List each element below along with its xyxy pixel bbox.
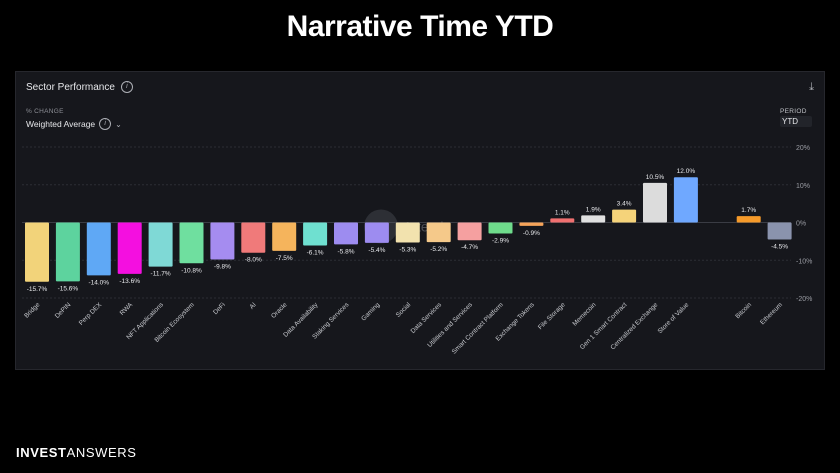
headline: Narrative Time YTD [286, 10, 554, 43]
data-label: 1.7% [741, 207, 756, 214]
x-tick-label: Perp DEX [78, 301, 104, 327]
data-label: -11.7% [151, 271, 171, 278]
data-label: 1.1% [555, 209, 570, 216]
bar [117, 222, 142, 274]
data-label: 1.9% [586, 206, 601, 213]
bar [272, 222, 297, 251]
data-label: -15.7% [27, 286, 48, 293]
x-tick-label: Bitcoin [734, 301, 753, 320]
x-tick-label: Smart Contract Platform [451, 301, 505, 355]
x-tick-label: Data Services [410, 301, 444, 335]
data-label: -4.7% [461, 244, 478, 251]
x-tick-label: DePIN [54, 301, 73, 320]
data-label: 10.5% [646, 174, 665, 181]
info-icon[interactable]: i [99, 118, 112, 130]
bar [550, 218, 575, 223]
brand-part2: ANSWERS [66, 445, 137, 460]
bar [767, 222, 792, 240]
panel-title: Sector Performance i [26, 81, 133, 93]
bar [364, 222, 389, 243]
metric-select[interactable]: Weighted Average i ⌄ [26, 118, 122, 130]
bar [86, 222, 111, 276]
bar [736, 216, 761, 223]
data-label: 3.4% [617, 201, 632, 208]
info-icon[interactable]: i [120, 81, 133, 93]
x-tick-label: AI [248, 301, 257, 310]
data-label: -8.0% [245, 257, 262, 264]
brand-part1: INVEST [16, 445, 67, 460]
data-label: -6.1% [307, 250, 324, 257]
bar [426, 222, 451, 243]
bar [519, 222, 544, 226]
data-label: 12.0% [677, 168, 696, 175]
x-tick-label: Bridge [23, 301, 42, 320]
data-label: -5.4% [368, 247, 385, 254]
bar-chart: 20%10%0%-10%-20%Artemis-15.7%Bridge-15.6… [22, 145, 812, 356]
bar [457, 222, 482, 241]
y-tick-label: -10% [796, 258, 812, 265]
data-label: -5.2% [430, 246, 447, 253]
x-tick-label: Social [395, 301, 413, 319]
sector-performance-panel: Sector Performance i ⤓ % CHANGE Weighted… [15, 71, 825, 370]
y-tick-label: -20% [796, 296, 812, 303]
bar [55, 222, 80, 282]
bar [643, 182, 667, 223]
y-tick-label: 10% [796, 183, 810, 190]
x-tick-label: Oracle [270, 301, 289, 320]
data-label: -7.5% [276, 255, 293, 262]
bar [303, 222, 328, 246]
bar [334, 222, 358, 245]
metric-label: % CHANGE [26, 108, 64, 115]
bar [179, 222, 204, 264]
data-label: -4.5% [771, 243, 788, 250]
bar [241, 222, 266, 253]
x-tick-label: DeFi [212, 301, 227, 316]
x-tick-label: File Storage [537, 301, 567, 331]
data-label: -5.8% [338, 248, 355, 255]
bar [148, 222, 173, 267]
bar [210, 222, 235, 260]
x-tick-label: Gaming [360, 301, 381, 322]
x-tick-label: Ethereum [759, 301, 784, 326]
download-icon[interactable]: ⤓ [809, 81, 814, 93]
bar [488, 222, 513, 234]
metric-select-value: Weighted Average [26, 119, 96, 129]
chevron-down-icon: ⌄ [115, 119, 122, 129]
data-label: -10.8% [181, 267, 202, 274]
x-tick-label: RWA [119, 301, 135, 317]
y-tick-label: 20% [796, 145, 810, 152]
x-tick-label: Store of Value [657, 301, 691, 335]
data-label: -9.8% [214, 263, 231, 270]
panel-title-text: Sector Performance [26, 81, 115, 93]
period-label: PERIOD [780, 108, 807, 115]
bar [673, 177, 698, 223]
y-tick-label: 0% [796, 221, 806, 228]
brand-logo: INVESTANSWERS [16, 445, 137, 460]
data-label: -15.6% [58, 285, 79, 292]
x-tick-label: Memecoin [571, 301, 597, 327]
bar [581, 215, 606, 223]
period-select[interactable]: YTD [780, 116, 812, 127]
bar [25, 222, 49, 282]
data-label: -13.6% [119, 278, 140, 285]
data-label: -5.3% [399, 247, 416, 254]
bar [612, 209, 637, 223]
data-label: -0.9% [523, 230, 540, 237]
bar [395, 222, 420, 243]
data-label: -14.0% [88, 279, 109, 286]
data-label: -2.9% [492, 237, 509, 244]
